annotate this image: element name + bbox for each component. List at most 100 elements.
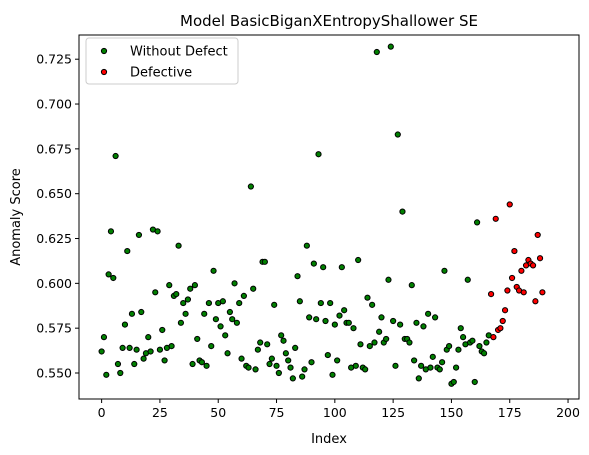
data-point <box>301 366 308 373</box>
data-point <box>303 242 310 249</box>
data-point <box>394 131 401 138</box>
data-point <box>254 346 261 353</box>
data-point <box>308 359 315 366</box>
legend-label: Defective <box>130 66 192 81</box>
data-point <box>441 267 448 274</box>
data-point <box>539 289 546 296</box>
data-point <box>205 299 212 307</box>
y-tick-label: 0.600 <box>36 276 72 291</box>
legend: Without Defect Defective <box>85 37 239 85</box>
data-point <box>366 343 373 350</box>
y-tick-label: 0.700 <box>36 97 72 112</box>
data-point <box>392 362 399 369</box>
data-point <box>534 231 541 239</box>
data-point <box>518 267 525 274</box>
data-point <box>184 296 192 303</box>
data-point <box>250 285 257 292</box>
data-point <box>480 350 488 357</box>
data-point <box>371 339 378 346</box>
data-point <box>117 369 124 377</box>
data-point <box>252 366 259 373</box>
data-point <box>156 346 164 353</box>
data-point <box>266 360 273 368</box>
data-point <box>159 326 166 334</box>
data-point <box>355 256 362 264</box>
data-point <box>224 350 231 357</box>
data-point <box>338 264 345 271</box>
data-point <box>473 219 481 226</box>
y-tick-label: 0.725 <box>36 52 72 67</box>
y-tick-label: 0.550 <box>36 366 72 381</box>
x-tick-label: 175 <box>498 405 522 420</box>
x-tick-label: 100 <box>323 405 347 420</box>
series-1 <box>487 201 546 341</box>
data-point <box>240 292 247 299</box>
data-point <box>135 231 143 239</box>
data-point <box>173 291 180 298</box>
data-point <box>278 332 285 339</box>
data-point <box>124 247 131 255</box>
data-point <box>107 228 115 235</box>
data-point <box>450 378 457 386</box>
y-tick-label: 0.675 <box>36 141 72 156</box>
data-point <box>100 334 108 341</box>
data-point <box>161 357 168 364</box>
data-point <box>203 362 210 369</box>
data-point <box>439 359 446 366</box>
data-point <box>152 289 159 296</box>
data-point <box>455 346 462 353</box>
data-point <box>229 316 236 323</box>
data-point <box>397 321 404 328</box>
legend-label: Without Defect <box>130 45 228 60</box>
data-point <box>289 375 296 382</box>
x-tick-label: 0 <box>98 405 106 420</box>
data-point <box>336 312 343 319</box>
data-point <box>201 310 208 317</box>
data-point <box>177 319 185 326</box>
data-point <box>238 355 245 362</box>
y-tick-label: 0.650 <box>36 186 72 201</box>
data-point <box>131 360 138 368</box>
data-point <box>427 364 434 371</box>
data-point <box>499 317 506 325</box>
x-axis-title: Index <box>311 432 347 447</box>
legend-box <box>85 37 239 85</box>
data-point <box>364 294 371 301</box>
data-point <box>147 348 154 355</box>
data-point <box>520 289 527 296</box>
data-point <box>198 359 205 366</box>
chart-title: Model BasicBiganXEntropyShallower SE <box>180 12 478 30</box>
data-point <box>331 321 338 328</box>
data-point <box>324 351 331 359</box>
data-point <box>327 299 334 307</box>
data-point <box>98 348 105 355</box>
y-axis-title: Anomaly Score <box>9 168 24 266</box>
data-point <box>420 323 427 330</box>
data-point <box>212 316 219 323</box>
data-point <box>334 357 341 364</box>
data-point <box>154 228 161 235</box>
data-point <box>121 321 129 328</box>
x-tick-label: 75 <box>269 405 285 420</box>
data-point <box>145 334 152 341</box>
plot-frame <box>78 34 580 400</box>
data-point <box>105 271 112 278</box>
data-point <box>322 317 329 325</box>
data-point <box>140 355 147 362</box>
data-point <box>112 152 119 160</box>
x-tick-label: 50 <box>210 405 226 420</box>
data-point <box>376 328 383 335</box>
data-point <box>271 301 278 308</box>
data-point <box>511 247 518 255</box>
data-point <box>191 282 198 289</box>
y-tick-label: 0.575 <box>36 321 72 336</box>
data-point <box>460 334 467 341</box>
data-point <box>310 260 317 267</box>
data-point <box>166 282 173 289</box>
data-point <box>189 360 196 368</box>
data-point <box>408 282 415 289</box>
legend-marker <box>100 47 108 55</box>
data-point <box>373 48 380 56</box>
data-point <box>341 307 348 314</box>
data-point <box>446 343 453 350</box>
